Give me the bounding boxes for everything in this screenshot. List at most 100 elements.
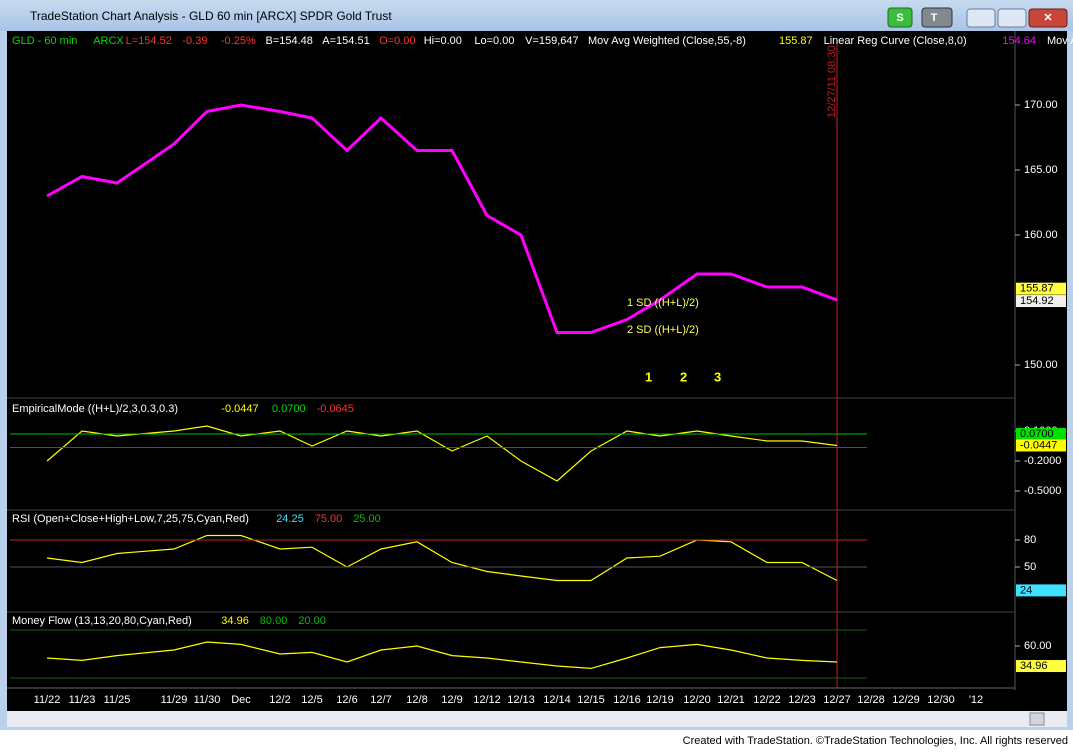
y-tick-label: 170.00 [1024,99,1058,111]
annotation: 1 [645,369,652,384]
annotation: 2 [680,369,687,384]
header-item: 155.87 [779,35,813,47]
date-label: '12 [969,694,983,706]
annotation: 1 SD ((H+L)/2) [627,297,699,309]
header-item: 154.64 [1002,35,1036,47]
badge-label: 154.92 [1020,295,1054,307]
series-line [46,103,838,334]
price-badge [1016,584,1066,597]
date-label: 12/22 [753,694,781,706]
date-label: 12/6 [336,694,357,706]
header-item: B=154.48 [266,35,313,47]
header-item: L=154.52 [126,35,172,47]
s-button[interactable] [887,7,913,28]
date-label: 12/14 [543,694,571,706]
date-label: 12/8 [406,694,427,706]
y-tick-label: -0.5000 [1024,485,1061,497]
reading: 80.00 [260,615,288,627]
date-label: 12/27 [823,694,851,706]
price-badge [1016,428,1066,440]
header-item: O=0.00 [379,35,415,47]
annotation: 2 SD ((H+L)/2) [627,324,699,336]
date-label: 11/23 [69,694,96,706]
price-badge [1016,439,1066,452]
badge-label: 155.87 [1020,283,1054,295]
date-label: 12/7 [370,694,391,706]
price-badge [1016,282,1066,295]
date-label: 12/5 [301,694,322,706]
date-label: 12/12 [473,694,501,706]
date-label: 12/15 [577,694,605,706]
date-label: 12/19 [646,694,674,706]
date-label: 12/20 [683,694,711,706]
header-item: -0.39 [182,35,207,47]
header-item: -0.25% [221,35,256,47]
date-label: 11/30 [194,694,221,706]
series-line [46,641,838,670]
pane-title: EmpiricalMode ((H+L)/2,3,0.3,0.3) [12,403,178,415]
header-item: GLD - 60 min [12,35,77,47]
reading: 34.96 [221,615,249,627]
reading: -0.0447 [221,403,258,415]
header-item: A=154.51 [322,35,369,47]
date-label: 12/21 [717,694,745,706]
date-label: 12/16 [613,694,641,706]
reading: 75.00 [315,513,343,525]
date-label: 11/22 [34,694,61,706]
pane-title: RSI (Open+Close+High+Low,7,25,75,Cyan,Re… [12,513,249,525]
date-label: 11/25 [104,694,131,706]
scrollbar[interactable] [7,711,1067,727]
date-label: Dec [231,694,251,706]
reading: 24.25 [276,513,304,525]
date-label: 12/23 [788,694,816,706]
t-label: T [931,12,938,24]
s-label: S [896,12,903,24]
header-item: Linear Reg Curve (Close,8,0) [824,35,967,47]
header-item: Hi=0.00 [424,35,462,47]
footer: Created with TradeStation. ©TradeStation… [683,735,1068,747]
badge-label: -0.0447 [1020,439,1057,451]
annotation: 3 [714,369,721,384]
price-badge [1016,660,1066,673]
window-title: TradeStation Chart Analysis - GLD 60 min… [30,9,392,23]
y-tick-label: 150.00 [1024,359,1058,371]
y-tick-label: 80 [1024,534,1036,546]
badge-label: 24 [1020,584,1032,596]
date-label: 12/30 [927,694,955,706]
y-tick-label: 50 [1024,561,1036,573]
header-item: V=159,647 [525,35,579,47]
date-label: 11/29 [161,694,188,706]
reading: -0.0645 [317,403,354,415]
y-tick-label: 165.00 [1024,164,1058,176]
header-item: ARCX [93,35,124,47]
badge-label: 34.96 [1020,660,1048,672]
date-label: 12/2 [269,694,290,706]
y-tick-label: -0.2000 [1024,455,1061,467]
reading: 20.00 [298,615,326,627]
minimize[interactable] [966,8,996,28]
close-icon: ✕ [1043,12,1052,24]
reading: 25.00 [353,513,381,525]
reading: 0.0700 [272,403,306,415]
date-label: 12/29 [892,694,920,706]
series-line [46,425,838,482]
header-item: Mov Avg Expone ... [1047,35,1073,47]
close[interactable] [1028,8,1068,28]
t-button[interactable] [921,7,953,28]
pane-title: Money Flow (13,13,20,80,Cyan,Red) [12,615,192,627]
maximize[interactable] [997,8,1027,28]
scroll-thumb[interactable] [1029,712,1045,726]
header-item: Lo=0.00 [474,35,514,47]
footer-bar [0,730,1073,748]
y-tick-label: 60.00 [1024,640,1052,652]
time-marker-label: 12/27/11 08:30 [826,45,838,118]
date-label: 12/9 [441,694,462,706]
header-item: Mov Avg Weighted (Close,55,-8) [588,35,746,47]
date-label: 12/28 [857,694,885,706]
chart-area [7,31,1067,711]
price-badge [1016,295,1066,308]
y-tick-label: 160.00 [1024,229,1058,241]
badge-label: 0.0700 [1020,428,1054,440]
date-label: 12/13 [507,694,535,706]
